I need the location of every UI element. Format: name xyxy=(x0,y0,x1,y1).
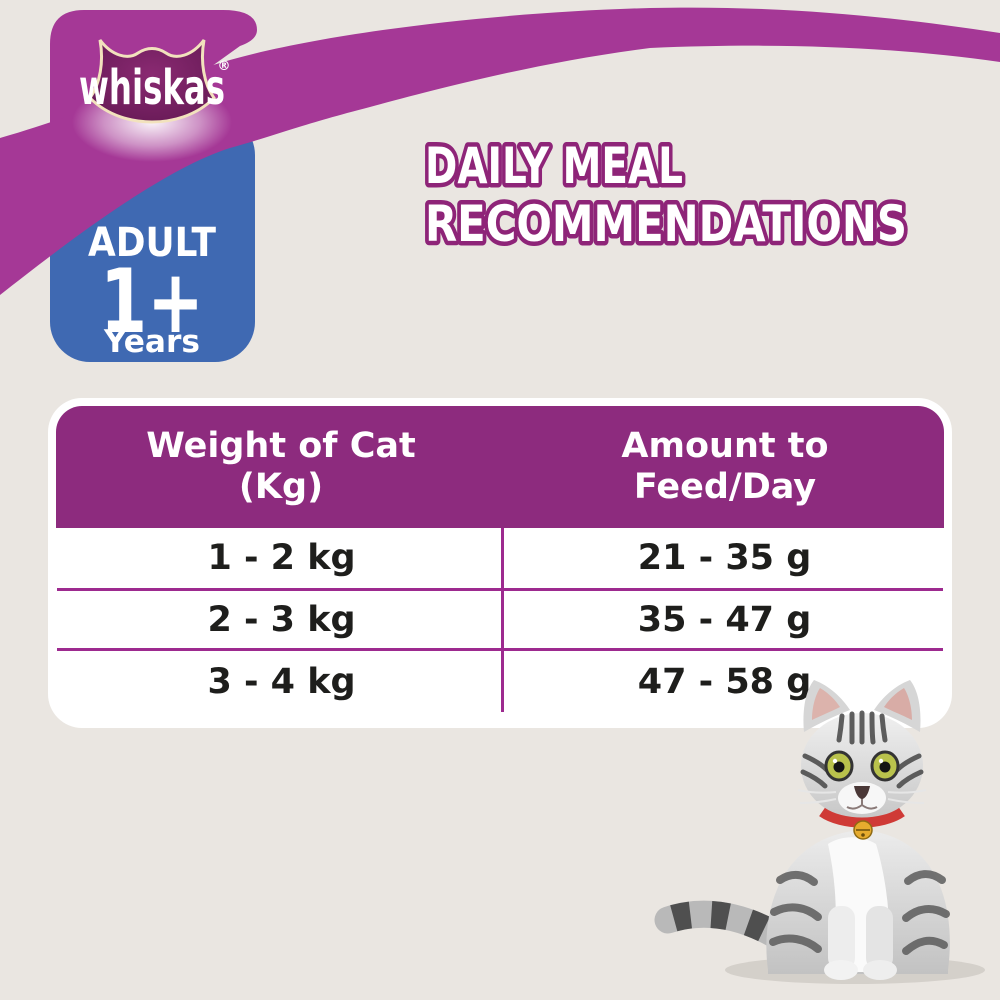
feeding-table-body: 1 - 2 kg 21 - 35 g 2 - 3 kg 35 - 47 g 3 … xyxy=(57,528,943,713)
cat-body xyxy=(766,830,950,974)
amount-column-header: Amount to Feed/Day xyxy=(506,406,944,528)
weight-cell: 3 - 4 kg xyxy=(207,661,356,702)
cat-front-legs xyxy=(824,906,897,980)
amount-cell: 35 - 47 g xyxy=(637,599,812,640)
weight-cell: 1 - 2 kg xyxy=(207,538,356,579)
cat-collar xyxy=(819,807,905,840)
amount-header-line-2: Feed/Day xyxy=(633,467,817,507)
cat-whiskers xyxy=(797,789,927,804)
age-badge-years-label: Years xyxy=(103,324,200,360)
amount-cell: 21 - 35 g xyxy=(637,538,812,579)
age-badge-one-plus: 1+ xyxy=(100,250,204,353)
weight-header-line-2: (Kg) xyxy=(238,467,324,507)
page-title: DAILY MEAL RECOMMENDATIONS xyxy=(421,133,912,258)
table-row: 1 - 2 kg 21 - 35 g xyxy=(57,528,943,588)
feeding-table-header: Weight of Cat (Kg) Amount to Feed/Day xyxy=(56,406,944,528)
table-row: 3 - 4 kg 47 - 58 g xyxy=(57,647,943,713)
cat-nose xyxy=(854,786,870,799)
weight-cell: 2 - 3 kg xyxy=(207,599,356,640)
cat-photo xyxy=(654,680,985,984)
feeding-table: Weight of Cat (Kg) Amount to Feed/Day 1 … xyxy=(48,398,952,728)
purple-swoosh-decoration xyxy=(0,7,1000,295)
amount-header-line-1: Amount to xyxy=(621,426,829,466)
amount-cell: 47 - 58 g xyxy=(637,661,812,702)
table-row: 2 - 3 kg 35 - 47 g xyxy=(57,588,943,647)
title-line-1: DAILY MEAL xyxy=(425,137,683,195)
whiskas-logo: whiskas ® xyxy=(72,39,232,162)
age-badge-adult-label: ADULT xyxy=(88,220,217,266)
title-line-2: RECOMMENDATIONS xyxy=(425,195,907,253)
cat-eyes xyxy=(824,750,900,782)
weight-header-line-1: Weight of Cat xyxy=(146,426,416,466)
weight-column-header: Weight of Cat (Kg) xyxy=(56,406,506,528)
column-divider-line xyxy=(501,528,504,712)
brand-wordmark: whiskas xyxy=(79,60,225,116)
cat-head-logo-icon xyxy=(88,39,216,124)
cat-head xyxy=(797,680,927,819)
registered-trademark-symbol: ® xyxy=(218,59,231,74)
